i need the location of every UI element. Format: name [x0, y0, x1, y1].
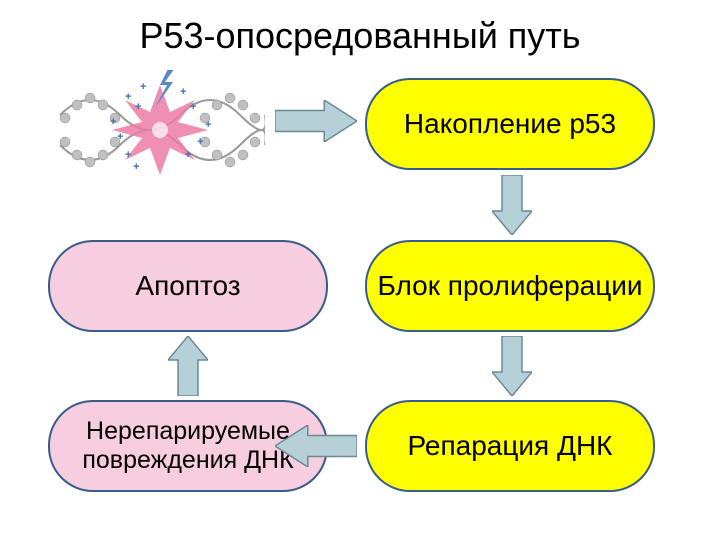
svg-text:+: + [125, 149, 131, 161]
node-apoptosis: Апоптоз [48, 240, 328, 332]
node-accumulation: Накопление p53 [365, 78, 655, 170]
node-repair: Репарация ДНК [365, 400, 655, 492]
svg-text:+: + [190, 101, 196, 113]
arrow-down-1 [492, 175, 532, 240]
svg-text:+: + [180, 86, 186, 98]
node-label: Накопление p53 [404, 108, 616, 140]
svg-text:+: + [135, 101, 141, 113]
node-label: Репарация ДНК [407, 430, 612, 462]
page-title: P53-опосредованный путь [0, 15, 720, 57]
node-label: Блок пролиферации [377, 270, 642, 302]
svg-text:+: + [140, 81, 146, 93]
svg-text:+: + [117, 131, 123, 143]
svg-text:+: + [125, 91, 131, 103]
arrow-up-4 [168, 336, 208, 401]
svg-text:+: + [110, 116, 116, 128]
svg-text:+: + [205, 119, 211, 131]
dna-damage-icon: + + + + + + + + + + + + [55, 70, 265, 190]
svg-text:+: + [197, 136, 203, 148]
node-label: Апоптоз [135, 270, 240, 302]
svg-text:+: + [185, 149, 191, 161]
arrow-down-2 [492, 336, 532, 401]
arrow-right-0 [275, 100, 357, 147]
node-block: Блок пролиферации [365, 240, 655, 332]
svg-text:+: + [133, 161, 139, 173]
arrow-left-3 [275, 425, 357, 472]
